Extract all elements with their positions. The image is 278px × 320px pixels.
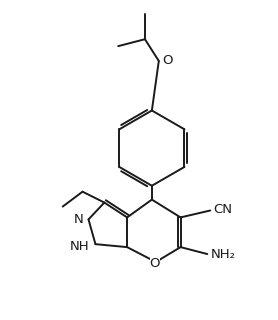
Text: O: O xyxy=(150,258,160,270)
Text: O: O xyxy=(162,54,172,68)
Text: NH₂: NH₂ xyxy=(210,248,235,260)
Text: N: N xyxy=(74,213,84,226)
Text: CN: CN xyxy=(213,203,232,216)
Text: NH: NH xyxy=(70,240,90,252)
